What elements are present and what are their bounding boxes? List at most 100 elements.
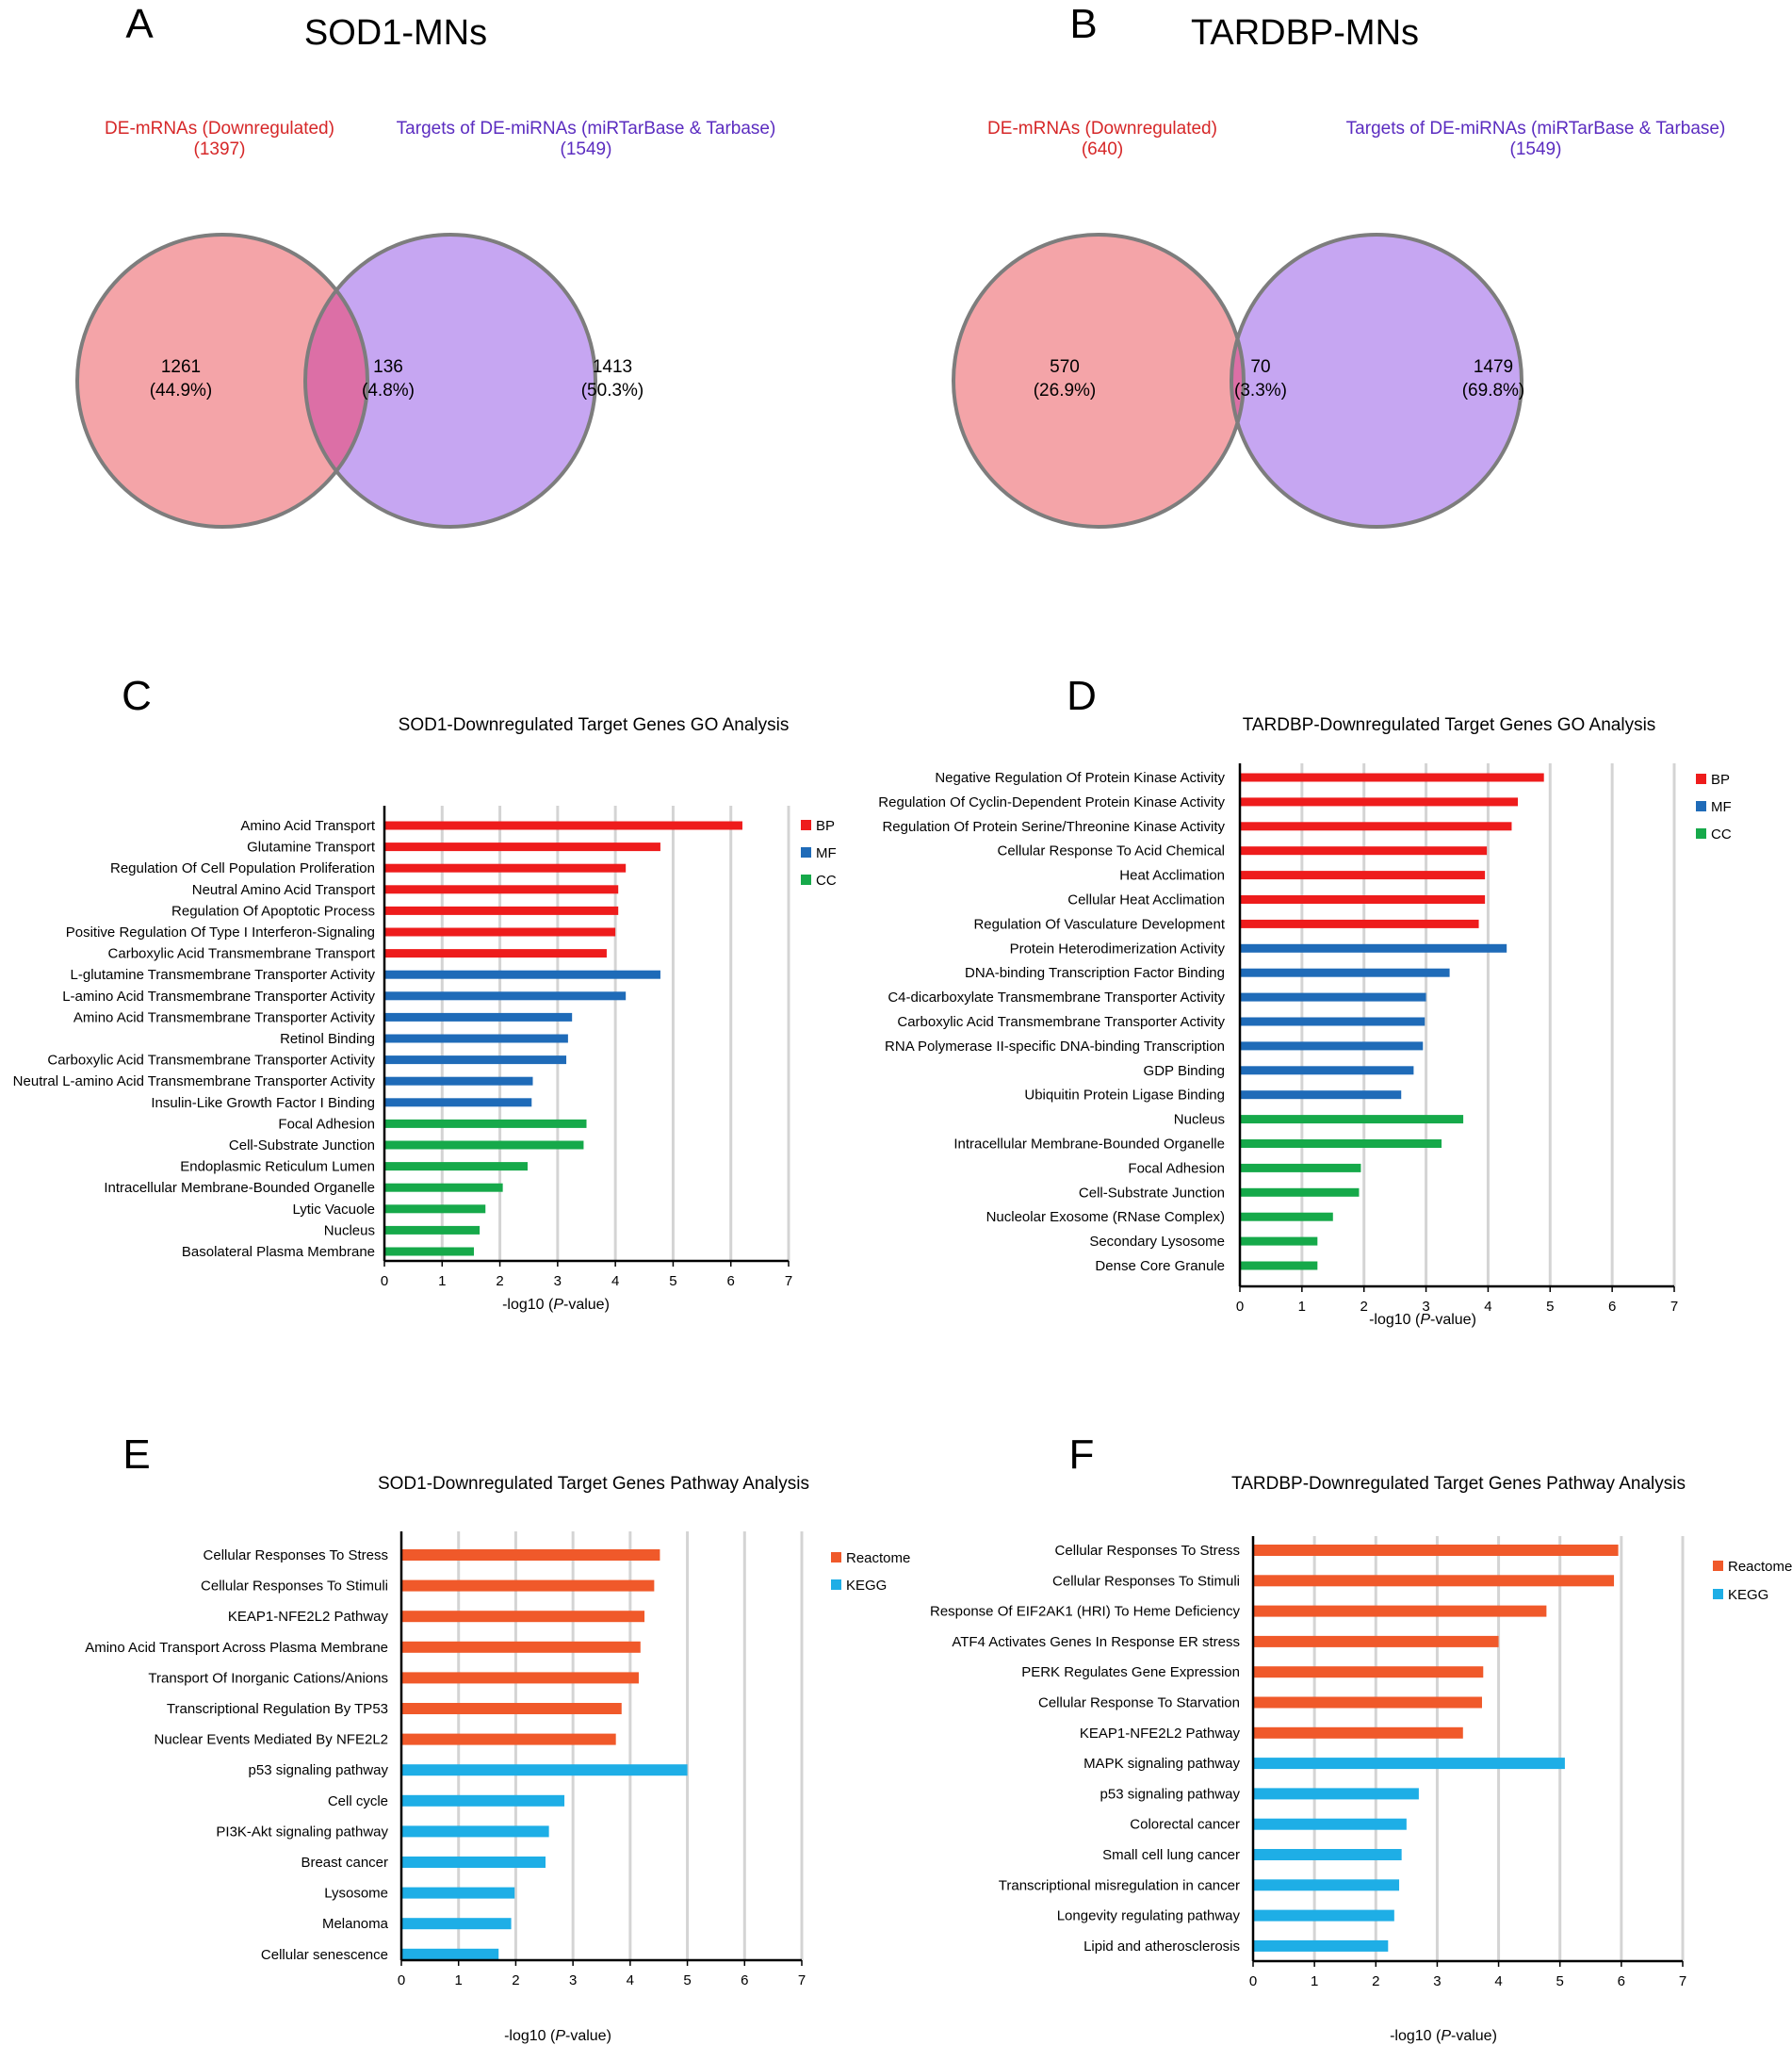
- bar: [1253, 1635, 1499, 1647]
- category-label: L-glutamine Transmembrane Transporter Ac…: [71, 967, 376, 983]
- bar: [401, 1641, 641, 1653]
- tick-label: 2: [1372, 1973, 1379, 1989]
- category-label: Cellular Heat Acclimation: [1067, 892, 1225, 908]
- category-label: Intracellular Membrane-Bounded Organelle: [104, 1180, 375, 1196]
- tick-label: 3: [569, 1972, 577, 1988]
- x-axis-label-suffix: -value): [565, 2028, 611, 2044]
- x-axis-label: -log10 (P-value): [1390, 2028, 1497, 2044]
- x-axis-label-suffix: -value): [563, 1297, 610, 1313]
- tick-label: 4: [1494, 1973, 1502, 1989]
- bar: [401, 1918, 512, 1930]
- tick-label: 6: [741, 1972, 748, 1988]
- set-size-targets: (1549): [561, 139, 612, 159]
- tick-label: 7: [1670, 1299, 1678, 1315]
- bar: [401, 1672, 639, 1684]
- venn-title: SOD1-MNs: [304, 13, 487, 53]
- bar: [384, 1055, 567, 1065]
- category-label: Lipid and atherosclerosis: [1083, 1939, 1240, 1955]
- category-label: GDP Binding: [1144, 1063, 1225, 1079]
- region-only-downregulated-percent: (44.9%): [150, 381, 213, 401]
- bar: [1253, 1696, 1482, 1709]
- tick-label: 0: [1236, 1299, 1244, 1315]
- category-label: Transcriptional misregulation in cancer: [999, 1877, 1240, 1893]
- x-axis-label-italic: P: [1441, 2028, 1451, 2044]
- panel-letter: B: [1069, 1, 1097, 47]
- set-label-downregulated: DE-mRNAs (Downregulated): [987, 119, 1217, 139]
- legend-label: Reactome: [1728, 1559, 1792, 1575]
- legend-label: BP: [1711, 772, 1730, 788]
- legend-label: MF: [816, 845, 837, 861]
- bar: [1240, 895, 1486, 904]
- category-label: KEAP1-NFE2L2 Pathway: [228, 1609, 389, 1625]
- legend-label: KEGG: [1728, 1587, 1768, 1603]
- venn-panel-b: B TARDBP-MNs DE-mRNAs (Downregulated)(640)…: [952, 1, 1726, 529]
- category-label: DNA-binding Transcription Factor Binding: [965, 965, 1225, 981]
- bar: [384, 1140, 584, 1150]
- bar: [401, 1579, 655, 1592]
- category-label: Glutamine Transport: [247, 840, 376, 856]
- category-label: Cell cycle: [328, 1793, 388, 1809]
- legend-swatch: [801, 820, 811, 830]
- x-axis-label-prefix: -log10 (: [504, 2028, 556, 2044]
- region-overlap-count: 136: [373, 357, 403, 377]
- category-label: PI3K-Akt signaling pathway: [216, 1824, 388, 1840]
- x-axis-label-suffix: -value): [1451, 2028, 1497, 2044]
- category-label: Cellular Responses To Stress: [204, 1547, 388, 1563]
- tick-label: 0: [381, 1273, 388, 1289]
- bar: [1240, 919, 1479, 928]
- tick-label: 2: [496, 1273, 503, 1289]
- venn-outline-targets: [303, 233, 597, 529]
- bar: [1253, 1879, 1400, 1891]
- tick-label: 4: [627, 1972, 634, 1988]
- category-label: Basolateral Plasma Membrane: [182, 1244, 375, 1260]
- category-label: Small cell lung cancer: [1102, 1847, 1240, 1863]
- bar: [1240, 846, 1488, 856]
- category-label: Neutral L-amino Acid Transmembrane Trans…: [13, 1073, 376, 1089]
- tick-label: 1: [438, 1273, 446, 1289]
- tick-label: 6: [1618, 1973, 1625, 1989]
- panel-letter: D: [1067, 673, 1097, 719]
- category-label: Positive Regulation Of Type I Interferon…: [66, 924, 375, 941]
- bar: [1240, 1163, 1361, 1172]
- chart-title: SOD1-Downregulated Target Genes Pathway …: [378, 1474, 809, 1494]
- category-label: Breast cancer: [301, 1855, 388, 1871]
- tick-label: 6: [1608, 1299, 1616, 1315]
- legend-swatch: [1696, 774, 1706, 784]
- bar: [384, 843, 660, 852]
- bar: [384, 1183, 503, 1192]
- x-axis-label-prefix: -log10 (: [1369, 1312, 1421, 1328]
- category-label: L-amino Acid Transmembrane Transporter A…: [62, 989, 375, 1005]
- legend-label: Reactome: [846, 1550, 910, 1566]
- bar: [1240, 968, 1450, 977]
- region-only-targets-count: 1413: [593, 357, 632, 377]
- set-label-targets: Targets of DE-miRNAs (miRTarBase & Tarba…: [1346, 119, 1726, 139]
- bar: [384, 1204, 486, 1214]
- set-label-downregulated: DE-mRNAs (Downregulated): [105, 119, 334, 139]
- venn-outline-downregulated: [952, 233, 1246, 529]
- category-label: Cellular Responses To Stimuli: [1052, 1573, 1240, 1589]
- category-label: Amino Acid Transmembrane Transporter Act…: [73, 1009, 376, 1025]
- category-label: p53 signaling pathway: [1100, 1786, 1241, 1802]
- bar: [1253, 1545, 1619, 1556]
- venn-title: TARDBP-MNs: [1191, 13, 1419, 53]
- category-label: Transcriptional Regulation By TP53: [167, 1701, 388, 1717]
- bar: [1240, 943, 1507, 953]
- bar: [401, 1794, 565, 1807]
- category-label: Retinol Binding: [280, 1031, 375, 1047]
- panel-letter: A: [125, 1, 154, 47]
- bar-panel-e: E SOD1-Downregulated Target Genes Pathway…: [85, 1432, 910, 2044]
- bar: [1240, 871, 1486, 880]
- bar: [401, 1825, 549, 1838]
- venn-outline-downregulated: [75, 233, 369, 529]
- tick-label: 5: [1556, 1973, 1564, 1989]
- category-label: Heat Acclimation: [1119, 868, 1225, 884]
- bar: [1253, 1666, 1484, 1678]
- bar: [1240, 1212, 1333, 1221]
- category-label: Cell-Substrate Junction: [1079, 1185, 1225, 1201]
- bar: [1253, 1849, 1402, 1860]
- legend-swatch: [1696, 828, 1706, 839]
- tick-label: 2: [1360, 1299, 1368, 1315]
- region-only-downregulated-count: 1261: [161, 357, 201, 377]
- bar: [1253, 1605, 1547, 1617]
